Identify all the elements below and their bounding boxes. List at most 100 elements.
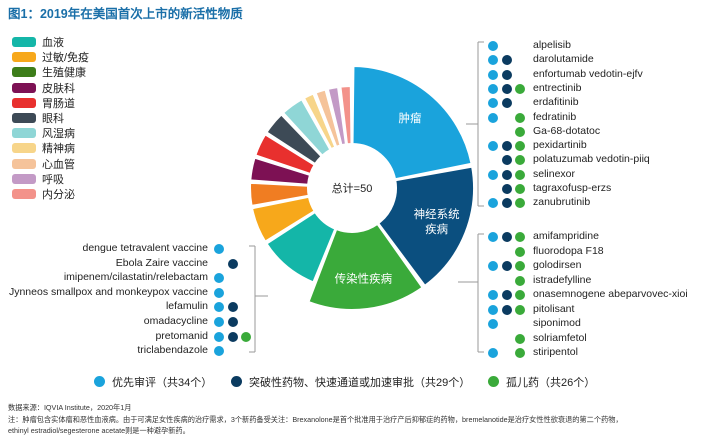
legend-swatch — [12, 97, 36, 108]
drug-name: erdafitinib — [533, 96, 579, 109]
drug-name: omadacycline — [143, 315, 208, 327]
donut-slice-9 — [265, 113, 323, 166]
status-dot-orphan — [515, 198, 525, 209]
status-dot-priority — [488, 169, 498, 180]
donut-slice-1 — [376, 165, 475, 288]
drug-name: golodirsen — [533, 259, 582, 271]
donut-segment-label: 疾病 — [425, 222, 448, 236]
donut-slice-13 — [326, 85, 348, 147]
drug-name: alpelisib — [533, 39, 571, 51]
status-dot-priority — [488, 319, 498, 329]
donut-slice-12 — [314, 88, 342, 149]
status-dot-orphan — [515, 184, 525, 194]
status-dot-priority — [488, 348, 498, 358]
donut-segment-label: 肿瘤 — [399, 111, 422, 125]
donut-slice-8 — [254, 133, 316, 176]
legend-swatch — [12, 67, 36, 78]
status-dot-breakthrough — [501, 98, 512, 109]
status-dot-breakthrough — [501, 69, 512, 80]
donut-segment-label: 传染性疾病 — [335, 271, 393, 285]
drug-name: Jynneos smallpox and monkeypox vaccine — [8, 285, 208, 298]
status-dot-breakthrough — [227, 302, 238, 313]
legend-label: 胃肠道 — [42, 97, 75, 110]
status-dot-priority — [488, 55, 498, 66]
status-dot-breakthrough — [501, 261, 512, 271]
donut-slice-0 — [351, 64, 473, 181]
legend-label: 眼科 — [42, 113, 64, 125]
key-label: 突破性药物、快速通道或加速审批（共29个） — [249, 377, 471, 389]
status-dot-breakthrough — [501, 55, 512, 66]
status-dot-breakthrough — [501, 198, 512, 209]
drug-name: dengue tetravalent vaccine — [82, 242, 208, 254]
drug-name: siponimod — [533, 317, 581, 329]
legend-swatch — [12, 143, 36, 154]
status-dot-priority — [488, 261, 498, 271]
status-dot-orphan — [515, 246, 525, 257]
drug-name: entrectinib — [533, 81, 582, 94]
status-dot-orphan — [515, 141, 525, 152]
status-dot-priority — [488, 98, 498, 109]
donut-slice-6 — [249, 181, 310, 208]
legend-swatch — [12, 128, 36, 139]
key-dot-breakthrough — [231, 376, 242, 387]
donut-slice-2 — [307, 222, 424, 311]
status-dot-orphan — [515, 333, 525, 344]
status-dot-breakthrough — [501, 141, 512, 152]
legend-label: 呼吸 — [42, 173, 64, 186]
drug-name: zanubrutinib — [533, 196, 591, 209]
legend-label: 内分泌 — [42, 189, 75, 201]
status-dot-priority — [488, 141, 498, 152]
drug-name: pretomanid — [155, 329, 208, 342]
status-dot-breakthrough — [501, 290, 512, 300]
donut-slice-14 — [339, 84, 353, 146]
legend-label: 过敏/免疫 — [42, 52, 90, 65]
legend-swatch — [12, 173, 36, 184]
legend-label: 血液 — [42, 37, 64, 49]
status-dot-priority — [214, 331, 224, 342]
legend-swatch — [12, 158, 36, 169]
status-dot-breakthrough — [501, 232, 512, 242]
drug-name: solriamfetol — [533, 331, 587, 344]
drug-name: enfortumab vedotin-ejfv — [533, 67, 643, 80]
drug-name: darolutamide — [533, 53, 594, 66]
status-dot-orphan — [515, 155, 525, 166]
donut-slice-10 — [281, 97, 332, 157]
key-label: 优先审评（共34个） — [112, 377, 213, 389]
drug-name: Ebola Zaire vaccine — [115, 256, 208, 269]
drug-name: fluorodopa F18 — [533, 244, 604, 257]
status-dot-breakthrough — [501, 83, 512, 94]
legend-label: 风湿病 — [42, 128, 75, 141]
status-dot-breakthrough — [501, 169, 512, 180]
status-dot-priority — [488, 41, 498, 51]
drug-name: fedratinib — [533, 110, 577, 123]
status-dot-priority — [488, 69, 498, 80]
status-dot-priority — [214, 317, 224, 327]
status-dot-priority — [488, 198, 498, 209]
status-dot-breakthrough — [501, 155, 512, 166]
drug-name: triclabendazole — [137, 344, 208, 357]
page-title: 图1：2019年在美国首次上市的新活性物质 — [8, 7, 243, 21]
status-dot-orphan — [241, 331, 251, 342]
drug-name: Ga-68-dotatoc — [533, 124, 601, 137]
drug-name: stiripentol — [533, 346, 578, 358]
donut-slice-7 — [249, 156, 312, 186]
drug-name: tagraxofusp-erzs — [533, 182, 612, 194]
legend-swatch — [12, 82, 36, 93]
status-dot-breakthrough — [501, 184, 512, 194]
donut-slice-11 — [302, 92, 337, 151]
drug-name: istradefylline — [533, 273, 592, 286]
status-dot-priority — [488, 232, 498, 242]
legend-swatch — [12, 37, 36, 47]
drug-name: onasemnogene abeparvovec-xioi — [533, 288, 688, 300]
donut-center-label: 总计=50 — [332, 181, 373, 195]
drug-name: selinexor — [533, 167, 576, 180]
footnote-line: 注：肿瘤包含实体瘤和恶性血液病。由于可满足女性疾病的治疗需求，3个新药备受关注：… — [8, 414, 623, 424]
status-dot-orphan — [515, 112, 525, 123]
status-dot-breakthrough — [501, 304, 512, 315]
legend-swatch — [12, 189, 36, 199]
donut-segment-label: 神经系统 — [414, 207, 460, 221]
drug-name: imipenem/cilastatin/relebactam — [63, 271, 208, 284]
status-dot-priority — [214, 302, 224, 313]
legend-swatch — [12, 113, 36, 123]
